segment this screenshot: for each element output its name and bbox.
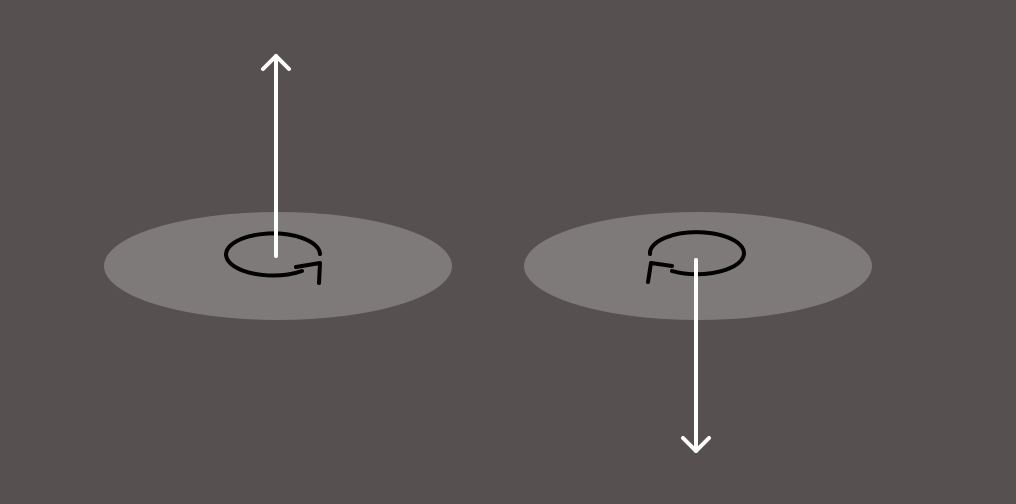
left-disk-group xyxy=(104,54,452,320)
right-rotation-arrow-icon xyxy=(646,230,746,284)
down-vector-arrow-icon xyxy=(681,258,711,453)
left-disk xyxy=(104,212,452,320)
left-rotation-arrow-icon xyxy=(224,231,322,285)
right-disk-group xyxy=(524,212,872,453)
up-vector-arrow-icon xyxy=(261,54,291,258)
